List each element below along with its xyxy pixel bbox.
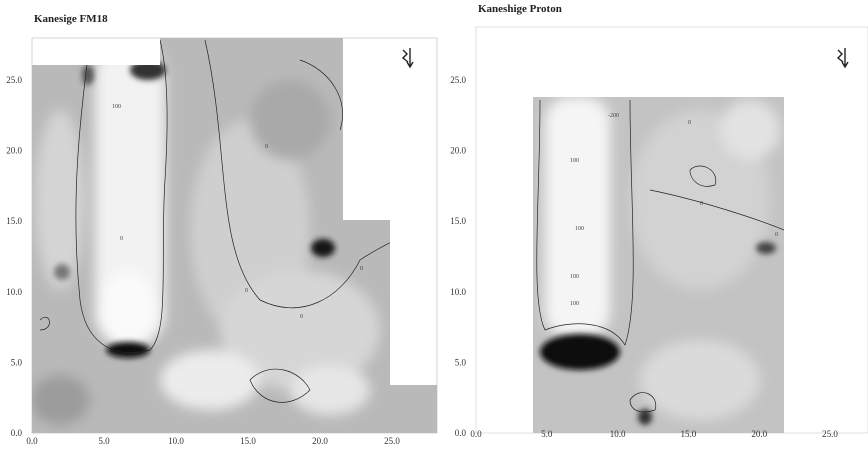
contour-label: 100	[575, 226, 584, 232]
y-tick-label: 10.0	[6, 287, 22, 297]
x-tick-label: 20.0	[751, 429, 767, 439]
north-arrow	[838, 48, 848, 67]
y-tick-label: 10.0	[450, 287, 466, 297]
y-tick-label: 15.0	[450, 216, 466, 226]
y-tick-label: 25.0	[450, 75, 466, 85]
contour-label: 100	[570, 301, 579, 307]
y-tick-label: 20.0	[6, 146, 22, 156]
x-tick-label: 5.0	[98, 436, 110, 446]
x-tick-label: 20.0	[312, 436, 328, 446]
contour-label: 0	[300, 314, 303, 320]
contour-label: 0	[775, 232, 778, 238]
left-survey	[30, 38, 437, 433]
x-tick-label: 0.0	[470, 429, 482, 439]
right-survey	[533, 97, 784, 433]
north-arrow	[403, 48, 413, 67]
contour-label: 0	[700, 201, 703, 207]
x-tick-label: 5.0	[541, 429, 553, 439]
contour-label: 100	[570, 158, 579, 164]
y-tick-label: 0.0	[455, 428, 467, 438]
x-tick-label: 15.0	[681, 429, 697, 439]
x-tick-label: 25.0	[822, 429, 838, 439]
contour-label: -200	[608, 113, 619, 119]
survey-maps: Kanesige FM18 Kaneshige Proton 0.0 5.0 10.…	[0, 0, 868, 454]
y-tick-label: 15.0	[6, 216, 22, 226]
y-tick-label: 25.0	[6, 75, 22, 85]
contour-label: 0	[245, 288, 248, 294]
x-tick-label: 25.0	[384, 436, 400, 446]
x-tick-label: 15.0	[240, 436, 256, 446]
y-tick-label: 5.0	[11, 357, 23, 367]
panel-title: Kaneshige Proton	[478, 3, 562, 15]
contour-label: 100	[570, 274, 579, 280]
contour-label: 0	[265, 144, 268, 150]
panel-title: Kanesige FM18	[34, 13, 108, 25]
y-tick-label: 5.0	[455, 357, 467, 367]
y-tick-label: 20.0	[450, 146, 466, 156]
x-tick-label: 10.0	[168, 436, 184, 446]
contour-label: 100	[112, 104, 121, 110]
contour-label: 0	[120, 236, 123, 242]
y-tick-label: 0.0	[11, 428, 23, 438]
contour-label: 0	[688, 120, 691, 126]
x-tick-label: 0.0	[26, 436, 38, 446]
contour-label: 0	[360, 266, 363, 272]
x-tick-label: 10.0	[610, 429, 626, 439]
